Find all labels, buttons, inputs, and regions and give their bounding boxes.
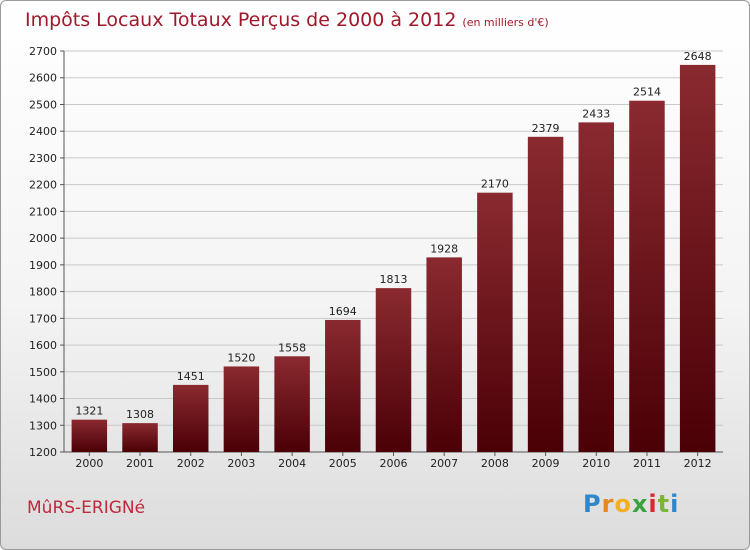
chart-title-text: Impôts Locaux Totaux Perçus de 2000 à 20…: [25, 9, 457, 31]
x-tick-label: 2011: [633, 457, 661, 470]
x-tick-label: 2010: [582, 457, 610, 470]
x-tick-label: 2012: [684, 457, 712, 470]
y-tick-label: 2600: [29, 72, 57, 85]
bar-value-label: 1321: [75, 405, 103, 418]
bar: [578, 122, 615, 453]
bar: [477, 192, 513, 453]
bar: [629, 100, 665, 452]
x-tick-label: 2006: [380, 457, 408, 470]
y-tick-label: 1200: [29, 446, 57, 459]
y-tick-label: 2100: [29, 205, 57, 218]
bar: [274, 356, 310, 452]
x-tick-label: 2008: [481, 457, 509, 470]
y-tick-label: 2200: [29, 179, 57, 192]
logo-letter: i: [670, 490, 680, 518]
bar-value-label: 1308: [126, 408, 154, 421]
bar: [122, 423, 158, 452]
bar: [325, 319, 361, 452]
y-tick-label: 1300: [29, 419, 57, 432]
proxiti-logo[interactable]: Proxiti: [583, 490, 679, 518]
bar: [426, 257, 462, 452]
bar: [172, 384, 209, 452]
y-tick-label: 2700: [29, 45, 57, 58]
y-tick-label: 1600: [29, 339, 57, 352]
labels: 1200 1300 1400 1500 1600 1700 1800 1900 2000 2100…: [29, 45, 712, 470]
x-tick-label: 2007: [430, 457, 458, 470]
logo-letter: t: [657, 490, 671, 518]
y-tick-label: 2300: [29, 152, 57, 165]
bar: [71, 419, 108, 452]
bar-value-label: 2648: [684, 50, 712, 63]
bars: [71, 64, 716, 453]
logo-letter: o: [614, 490, 632, 518]
bar: [527, 136, 564, 452]
bar-value-label: 1928: [430, 242, 458, 255]
bar-value-label: 1451: [177, 370, 205, 383]
y-tick-label: 2500: [29, 98, 57, 111]
chart-subtitle: (en milliers d'€): [462, 16, 549, 29]
chart-title: Impôts Locaux Totaux Perçus de 2000 à 20…: [25, 9, 549, 31]
bar-value-label: 2170: [481, 178, 509, 191]
y-tick-label: 1700: [29, 312, 57, 325]
x-tick-label: 2003: [227, 457, 255, 470]
x-tick-label: 2004: [278, 457, 306, 470]
bar-value-label: 1558: [278, 341, 306, 354]
y-tick-label: 1800: [29, 286, 57, 299]
bar-value-label: 1694: [329, 305, 357, 318]
bar-value-label: 2433: [582, 107, 610, 120]
bar-value-label: 2514: [633, 86, 661, 99]
bar: [375, 288, 412, 452]
x-tick-label: 2001: [126, 457, 154, 470]
bar: [223, 366, 260, 452]
logo-letter: x: [631, 490, 649, 518]
x-tick-label: 2009: [532, 457, 560, 470]
logo-letter: P: [583, 490, 602, 518]
y-tick-label: 1400: [29, 393, 57, 406]
bar-value-label: 1520: [227, 351, 255, 364]
y-tick-label: 1500: [29, 366, 57, 379]
x-tick-label: 2002: [177, 457, 205, 470]
y-tick-label: 2400: [29, 125, 57, 138]
logo-letter: r: [601, 490, 615, 518]
logo-letter: i: [648, 490, 658, 518]
x-tick-label: 2000: [75, 457, 103, 470]
y-tick-label: 2000: [29, 232, 57, 245]
bar-value-label: 1813: [380, 273, 408, 286]
y-tick-label: 1900: [29, 259, 57, 272]
commune-name: MûRS-ERIGNé: [27, 498, 146, 518]
x-tick-label: 2005: [329, 457, 357, 470]
bar-value-label: 2379: [532, 122, 560, 135]
bar: [679, 64, 716, 452]
